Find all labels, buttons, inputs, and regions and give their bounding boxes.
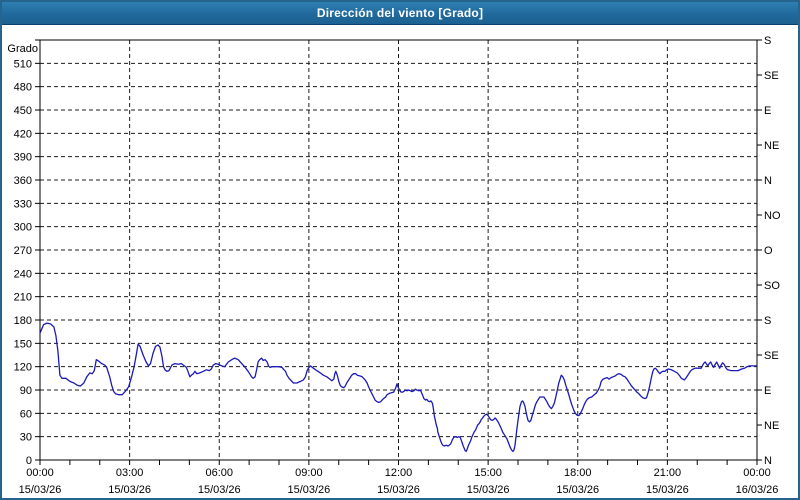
y-axis-tick-label: 0 <box>26 455 32 467</box>
compass-tick-label: N <box>764 175 772 187</box>
x-axis-time-label: 15:00 <box>474 467 502 479</box>
x-axis-date-label: 15/03/26 <box>108 484 151 496</box>
x-axis-date-label: 15/03/26 <box>556 484 599 496</box>
x-axis-time-label: 21:00 <box>654 467 682 479</box>
y-axis-tick-label: 150 <box>14 338 32 350</box>
compass-tick-label: SE <box>764 70 779 82</box>
compass-tick-label: E <box>764 385 771 397</box>
x-axis-date-label: 15/03/26 <box>198 484 241 496</box>
compass-tick-label: SE <box>764 350 779 362</box>
window-title: Dirección del viento [Grado] <box>316 6 484 20</box>
y-axis-tick-label: 90 <box>20 385 32 397</box>
compass-tick-label: S <box>764 35 771 47</box>
y-axis-tick-label: 360 <box>14 175 32 187</box>
x-axis-time-label: 00:00 <box>26 467 54 479</box>
x-axis-time-label: 00:00 <box>743 467 771 479</box>
y-axis-tick-label: 270 <box>14 245 32 257</box>
y-axis-tick-label: 30 <box>20 432 32 444</box>
compass-tick-label: SO <box>764 280 780 292</box>
y-axis-tick-label: 330 <box>14 198 32 210</box>
y-axis-tick-label: 60 <box>20 408 32 420</box>
data-line <box>39 322 758 453</box>
y-axis-tick-label: 480 <box>14 82 32 94</box>
compass-tick-label: N <box>764 455 772 467</box>
y-axis-tick-label: 240 <box>14 268 32 280</box>
title-bar: Dirección del viento [Grado] <box>2 2 798 25</box>
y-axis-tick-label: 420 <box>14 128 32 140</box>
compass-tick-label: NE <box>764 420 779 432</box>
y-axis-tick-label: 120 <box>14 362 32 374</box>
x-axis-date-label: 16/03/26 <box>736 484 779 496</box>
y-axis-title: Grado <box>7 43 38 55</box>
y-axis-tick-label: 210 <box>14 292 32 304</box>
x-axis-time-label: 03:00 <box>116 467 144 479</box>
y-axis-tick-label: 450 <box>14 105 32 117</box>
x-axis-time-label: 18:00 <box>564 467 592 479</box>
y-axis-tick-label: 390 <box>14 152 32 164</box>
y-axis-tick-label: 510 <box>14 58 32 70</box>
x-axis-date-label: 15/03/26 <box>377 484 420 496</box>
x-axis-date-label: 15/03/26 <box>646 484 689 496</box>
compass-tick-label: E <box>764 105 771 117</box>
compass-tick-label: S <box>764 315 771 327</box>
x-axis-time-label: 06:00 <box>205 467 233 479</box>
compass-tick-label: O <box>764 245 773 257</box>
x-axis-date-label: 15/03/26 <box>467 484 510 496</box>
x-axis-date-label: 15/03/26 <box>19 484 62 496</box>
wind-direction-chart: 0 30 60 90 120 150 180 210 240 270 300 330 360 390 420… <box>7 35 781 496</box>
compass-tick-label: NE <box>764 140 779 152</box>
x-axis-time-label: 12:00 <box>385 467 413 479</box>
x-axis-time-label: 09:00 <box>295 467 323 479</box>
y-axis-tick-label: 180 <box>14 315 32 327</box>
chart-area: 0 30 60 90 120 150 180 210 240 270 300 330 360 390 420… <box>2 25 798 498</box>
compass-tick-label: NO <box>764 210 781 222</box>
y-axis-tick-label: 300 <box>14 222 32 234</box>
x-axis-date-label: 15/03/26 <box>287 484 330 496</box>
